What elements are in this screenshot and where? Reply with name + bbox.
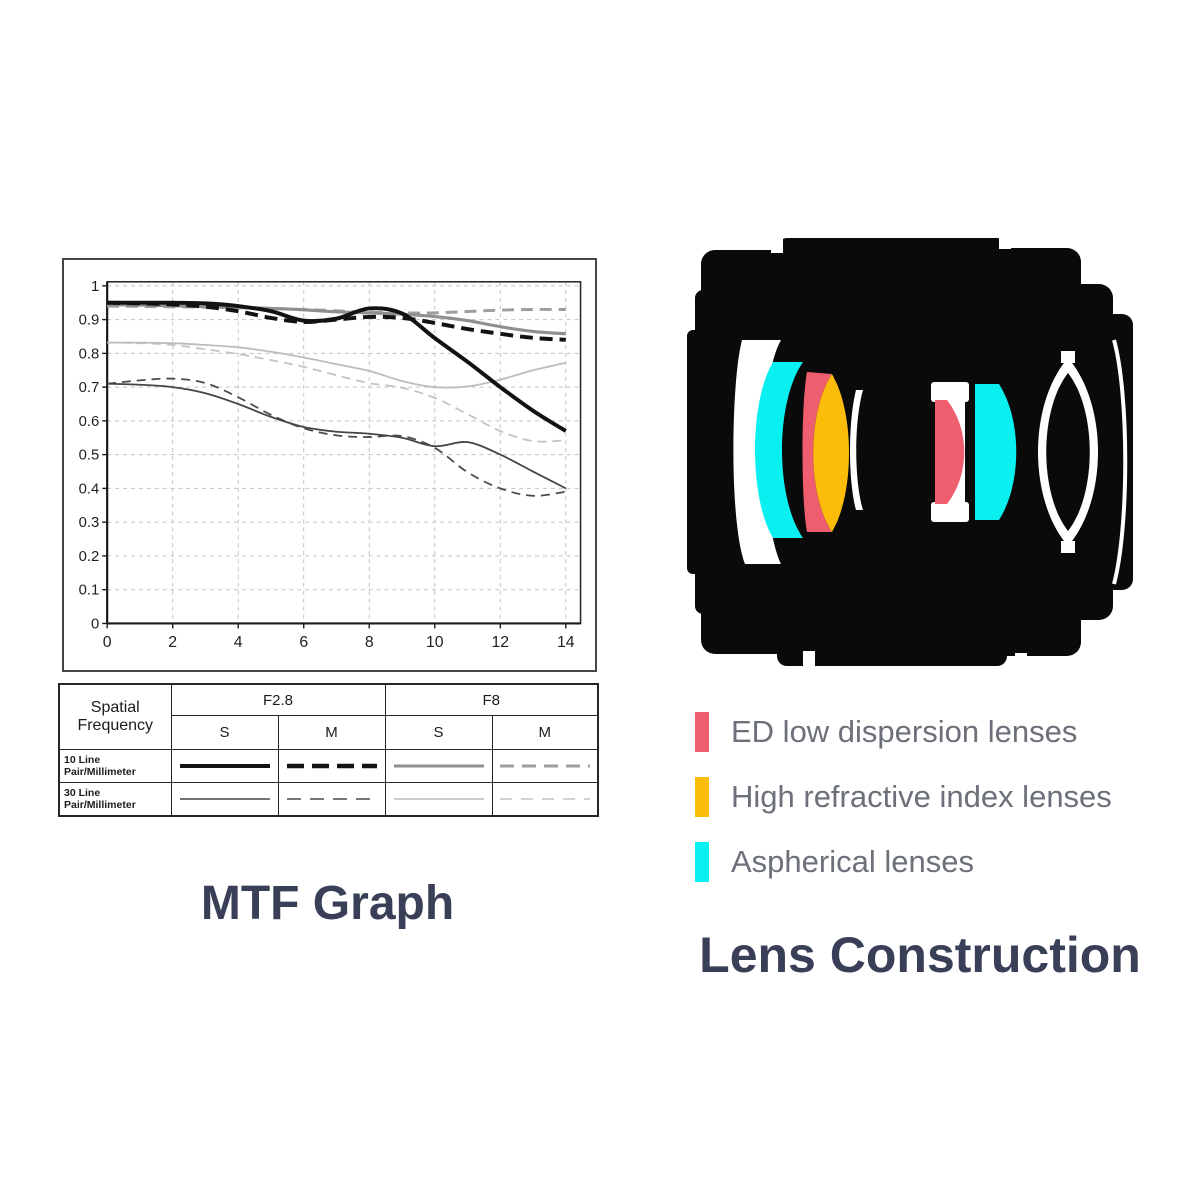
orientation-header: S <box>170 715 279 750</box>
y-tick-label: 0.1 <box>79 583 100 599</box>
line-style-sample-cell <box>491 749 599 783</box>
orientation-header: S <box>384 715 493 750</box>
rear-element-tab <box>1061 351 1075 363</box>
rear-element-tab <box>1061 541 1075 553</box>
series-f2-8-10-line-pair-mm-m <box>107 300 566 342</box>
mtf-chart-svg: 00.10.20.30.40.50.60.70.80.910 2 4 6 8 10 12 14 <box>79 279 582 651</box>
orientation-header: M <box>277 715 386 750</box>
y-tick-label: 0.2 <box>79 549 100 565</box>
legend-label: ED low dispersion lenses <box>731 714 1078 749</box>
lens-elements <box>733 340 1098 564</box>
line-style-sample-cell <box>170 782 279 817</box>
line-style-sample <box>286 798 377 800</box>
line-style-sample <box>179 798 270 800</box>
line-pair-label: 10 Line Pair/Millimeter <box>58 749 172 783</box>
aspherical-color-swatch <box>695 842 709 882</box>
mtf-graph-title: MTF Graph <box>200 877 455 930</box>
aspherical-element-front <box>755 362 803 538</box>
line-style-sample-cell <box>491 782 599 817</box>
lens-construction-title: Lens Construction <box>699 927 1141 983</box>
rear-element-core <box>1046 373 1090 531</box>
legend-label: Aspherical lenses <box>731 844 974 879</box>
legend-label: High refractive index lenses <box>731 779 1112 814</box>
x-tick-label: 4 <box>234 634 243 651</box>
line-style-sample <box>179 764 270 768</box>
y-tick-label: 0.4 <box>79 481 100 497</box>
line-style-sample <box>499 798 590 800</box>
x-tick-label: 0 <box>103 634 112 651</box>
series-f8-10-line-pair-mm-s <box>107 303 566 336</box>
barrel-notch <box>803 651 815 668</box>
line-style-sample-cell <box>277 749 386 783</box>
y-tick-label: 0.6 <box>79 414 100 430</box>
legend-item-aspherical: Aspherical lenses <box>695 842 1112 882</box>
ed-color-swatch <box>695 712 709 752</box>
barrel-notch <box>999 236 1011 249</box>
aperture-group-header: F8 <box>384 683 599 716</box>
series-f2-8-30-line-pair-mm-m <box>107 377 566 497</box>
x-tick-label: 14 <box>557 634 575 651</box>
table-row: 30 Line Pair/Millimeter <box>58 782 599 817</box>
plot-border <box>106 280 582 625</box>
high-index-element <box>813 374 849 532</box>
lens-construction-diagram <box>685 232 1145 672</box>
series-f2-8-10-line-pair-mm-s <box>107 300 567 433</box>
line-style-sample-cell <box>170 749 279 783</box>
line-pair-label: 30 Line Pair/Millimeter <box>58 782 172 817</box>
line-style-sample <box>393 764 484 768</box>
y-tick-label: 0.9 <box>79 313 100 329</box>
x-tick-label: 10 <box>426 634 444 651</box>
ed-element-rear <box>935 400 965 504</box>
y-tick-label: 1 <box>91 279 99 295</box>
y-tick-label: 0 <box>91 616 99 632</box>
series-f8-30-line-pair-mm-m <box>107 341 566 443</box>
y-tick-label: 0.7 <box>79 380 100 396</box>
legend-item-high-index: High refractive index lenses <box>695 777 1112 817</box>
orientation-header: M <box>491 715 599 750</box>
x-tick-label: 12 <box>491 634 509 651</box>
line-style-sample-cell <box>384 782 493 817</box>
mtf-figure: 0 0.1 0.2 0.3 0.4 0.5 0.6 0.7 0.8 0.9 1 0 2 4 6 8 10 12 14 <box>62 258 597 672</box>
series-f2-8-30-line-pair-mm-s <box>107 382 567 490</box>
y-tick-label: 0.8 <box>79 346 100 362</box>
ed-element-front <box>802 372 832 532</box>
x-tick-label: 6 <box>299 634 308 651</box>
lens-legend: ED low dispersion lenses High refractive… <box>695 712 1112 907</box>
legend-item-ed: ED low dispersion lenses <box>695 712 1112 752</box>
line-style-sample <box>393 798 484 800</box>
lens-diagram-svg <box>687 236 1133 668</box>
thin-glass-element <box>850 390 863 510</box>
y-tick-label: 0.5 <box>79 448 100 464</box>
x-tick-label: 8 <box>365 634 374 651</box>
line-style-sample <box>499 764 590 768</box>
aspherical-element-rear <box>975 384 1017 520</box>
barrel-notch <box>771 236 783 253</box>
barrel-notch <box>1015 653 1027 668</box>
high-index-color-swatch <box>695 777 709 817</box>
spatial-frequency-header: Spatial Frequency <box>58 683 172 750</box>
line-style-sample <box>286 763 377 769</box>
mtf-table: Spatial Frequency F2.8 F8 S M S M 10 Line Pair/… <box>58 683 600 817</box>
x-tick-label: 2 <box>168 634 177 651</box>
series-f8-30-line-pair-mm-s <box>107 341 566 389</box>
aperture-group-header: F2.8 <box>170 683 386 716</box>
line-style-sample-cell <box>384 749 493 783</box>
line-style-sample-cell <box>277 782 386 817</box>
y-tick-label: 0.3 <box>79 515 100 531</box>
mount-highlight-arc <box>1112 339 1128 585</box>
table-row: 10 Line Pair/Millimeter <box>58 749 599 783</box>
table-header-row: Spatial Frequency F2.8 F8 <box>58 683 599 750</box>
